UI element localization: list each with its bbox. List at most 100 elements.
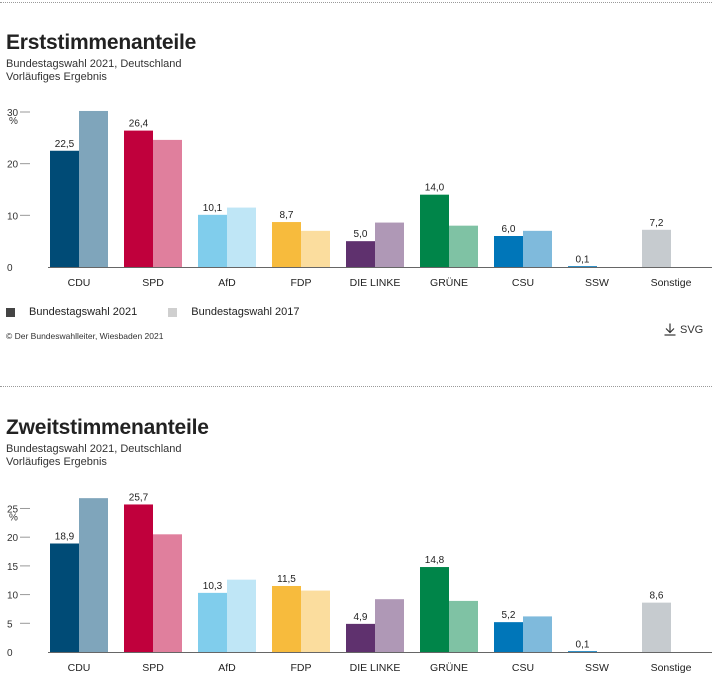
data-label-afd: 10,1 [203, 203, 223, 214]
copyright-note: © Der Bundeswahlleiter, Wiesbaden 2021 [6, 331, 164, 341]
top-separator [0, 2, 712, 3]
bar-2017-die-linke [375, 599, 404, 652]
category-label-afd: AfD [218, 662, 236, 674]
category-label-grüne: GRÜNE [430, 662, 468, 674]
y-tick-label: 5 [7, 619, 13, 630]
bar-2021-fdp [272, 222, 301, 267]
bar-2021-spd [124, 130, 153, 267]
data-label-cdu: 18,9 [55, 532, 75, 543]
category-label-fdp: FDP [291, 662, 312, 674]
y-tick-label: 30 [7, 108, 19, 119]
data-label-cdu: 22,5 [55, 139, 75, 150]
y-tick-label: 20 [7, 160, 19, 171]
bar-2021-ssw [568, 651, 597, 652]
bar-2021-afd [198, 214, 227, 267]
bar-2017-grüne [449, 600, 478, 652]
category-label-die-linke: DIE LINKE [350, 277, 401, 289]
category-label-ssw: SSW [585, 277, 609, 289]
data-label-grüne: 14,0 [425, 183, 445, 194]
category-label-sonstige: Sonstige [651, 277, 692, 289]
chart2-subtitle: Bundestagswahl 2021, Deutschland [6, 443, 182, 455]
bar-2021-csu [494, 236, 523, 267]
chart2-subtitle-note: Vorläufiges Ergebnis [6, 456, 107, 468]
data-label-fdp: 11,5 [277, 574, 296, 585]
category-label-ssw: SSW [585, 662, 609, 674]
bar-2017-csu [523, 616, 552, 652]
bar-2017-spd [153, 139, 182, 267]
legend: Bundestagswahl 2021 Bundestagswahl 2017 [6, 306, 331, 318]
category-label-csu: CSU [512, 662, 534, 674]
chart1-subtitle-note: Vorläufiges Ergebnis [6, 71, 107, 83]
y-tick-label: 20 [7, 533, 19, 544]
bar-2017-afd [227, 579, 256, 652]
bar-2017-cdu [79, 110, 108, 267]
chart2-title: Zweitstimmenanteile [6, 416, 209, 439]
category-label-sonstige: Sonstige [651, 662, 692, 674]
legend-item-2017: Bundestagswahl 2017 [168, 306, 300, 318]
bar-2021-spd [124, 504, 153, 652]
middle-separator [0, 386, 712, 387]
bar-2021-sonstige [642, 602, 671, 652]
category-label-fdp: FDP [291, 277, 312, 289]
y-tick-label: 10 [7, 211, 19, 222]
y-tick-label: 0 [7, 648, 13, 659]
data-label-die-linke: 4,9 [354, 612, 368, 623]
data-label-spd: 26,4 [129, 119, 149, 130]
y-tick-label: 10 [7, 591, 19, 602]
data-label-ssw: 0,1 [576, 254, 590, 265]
y-axis-unit: % [9, 512, 18, 523]
legend-label-2017: Bundestagswahl 2017 [191, 306, 300, 318]
bar-2021-die-linke [346, 623, 375, 652]
category-label-cdu: CDU [68, 662, 91, 674]
legend-item-2021: Bundestagswahl 2021 [6, 306, 137, 318]
data-label-ssw: 0,1 [576, 639, 590, 650]
data-label-die-linke: 5,0 [354, 229, 368, 240]
bar-2021-grüne [420, 194, 449, 267]
svg-download-label: SVG [680, 323, 704, 336]
bar-2017-fdp [301, 590, 330, 652]
data-label-csu: 6,0 [502, 224, 516, 235]
bar-2021-sonstige [642, 229, 671, 267]
category-label-grüne: GRÜNE [430, 277, 468, 289]
y-tick-label: 15 [7, 562, 19, 573]
category-label-csu: CSU [512, 277, 534, 289]
bar-2017-spd [153, 534, 182, 652]
data-label-spd: 25,7 [129, 492, 149, 503]
legend-label-2021: Bundestagswahl 2021 [29, 306, 138, 318]
legend-swatch-2021 [6, 307, 15, 317]
bar-2017-cdu [79, 498, 108, 652]
bar-2017-csu [523, 230, 552, 267]
category-label-die-linke: DIE LINKE [350, 662, 401, 674]
legend-swatch-2017 [168, 307, 178, 317]
data-label-grüne: 14,8 [425, 555, 445, 566]
category-label-afd: AfD [218, 277, 236, 289]
bar-2021-csu [494, 622, 523, 652]
bar-2021-grüne [420, 567, 449, 652]
data-label-afd: 10,3 [203, 581, 223, 592]
bar-2021-fdp [272, 585, 301, 652]
bar-2021-cdu [50, 543, 79, 652]
data-label-sonstige: 8,6 [650, 591, 664, 602]
bar-2021-die-linke [346, 241, 375, 267]
y-tick-label: 0 [7, 263, 13, 274]
data-label-sonstige: 7,2 [650, 218, 664, 229]
bar-2017-die-linke [375, 222, 404, 267]
bar-2021-afd [198, 592, 227, 652]
download-icon [664, 323, 676, 336]
category-label-spd: SPD [142, 662, 164, 674]
y-axis-unit: % [9, 116, 18, 127]
category-label-spd: SPD [142, 277, 164, 289]
erststimmen-chart: 0 10 20 30% 22,5 CDU 26,4 SPD 10,1 AfD 8,7 FDP 5,0 DI… [7, 108, 712, 289]
chart1-title: Erststimmenanteile [6, 31, 197, 54]
bar-2017-afd [227, 207, 256, 267]
y-tick-label: 25 [7, 504, 19, 515]
chart1-subtitle: Bundestagswahl 2021, Deutschland [6, 58, 182, 70]
bar-2017-fdp [301, 230, 330, 267]
data-label-csu: 5,2 [502, 610, 516, 621]
svg-download-button[interactable]: SVG [664, 323, 703, 336]
bar-2021-cdu [50, 150, 79, 267]
bar-2021-ssw [568, 266, 597, 267]
bar-2017-grüne [449, 225, 478, 267]
data-label-fdp: 8,7 [280, 210, 294, 221]
